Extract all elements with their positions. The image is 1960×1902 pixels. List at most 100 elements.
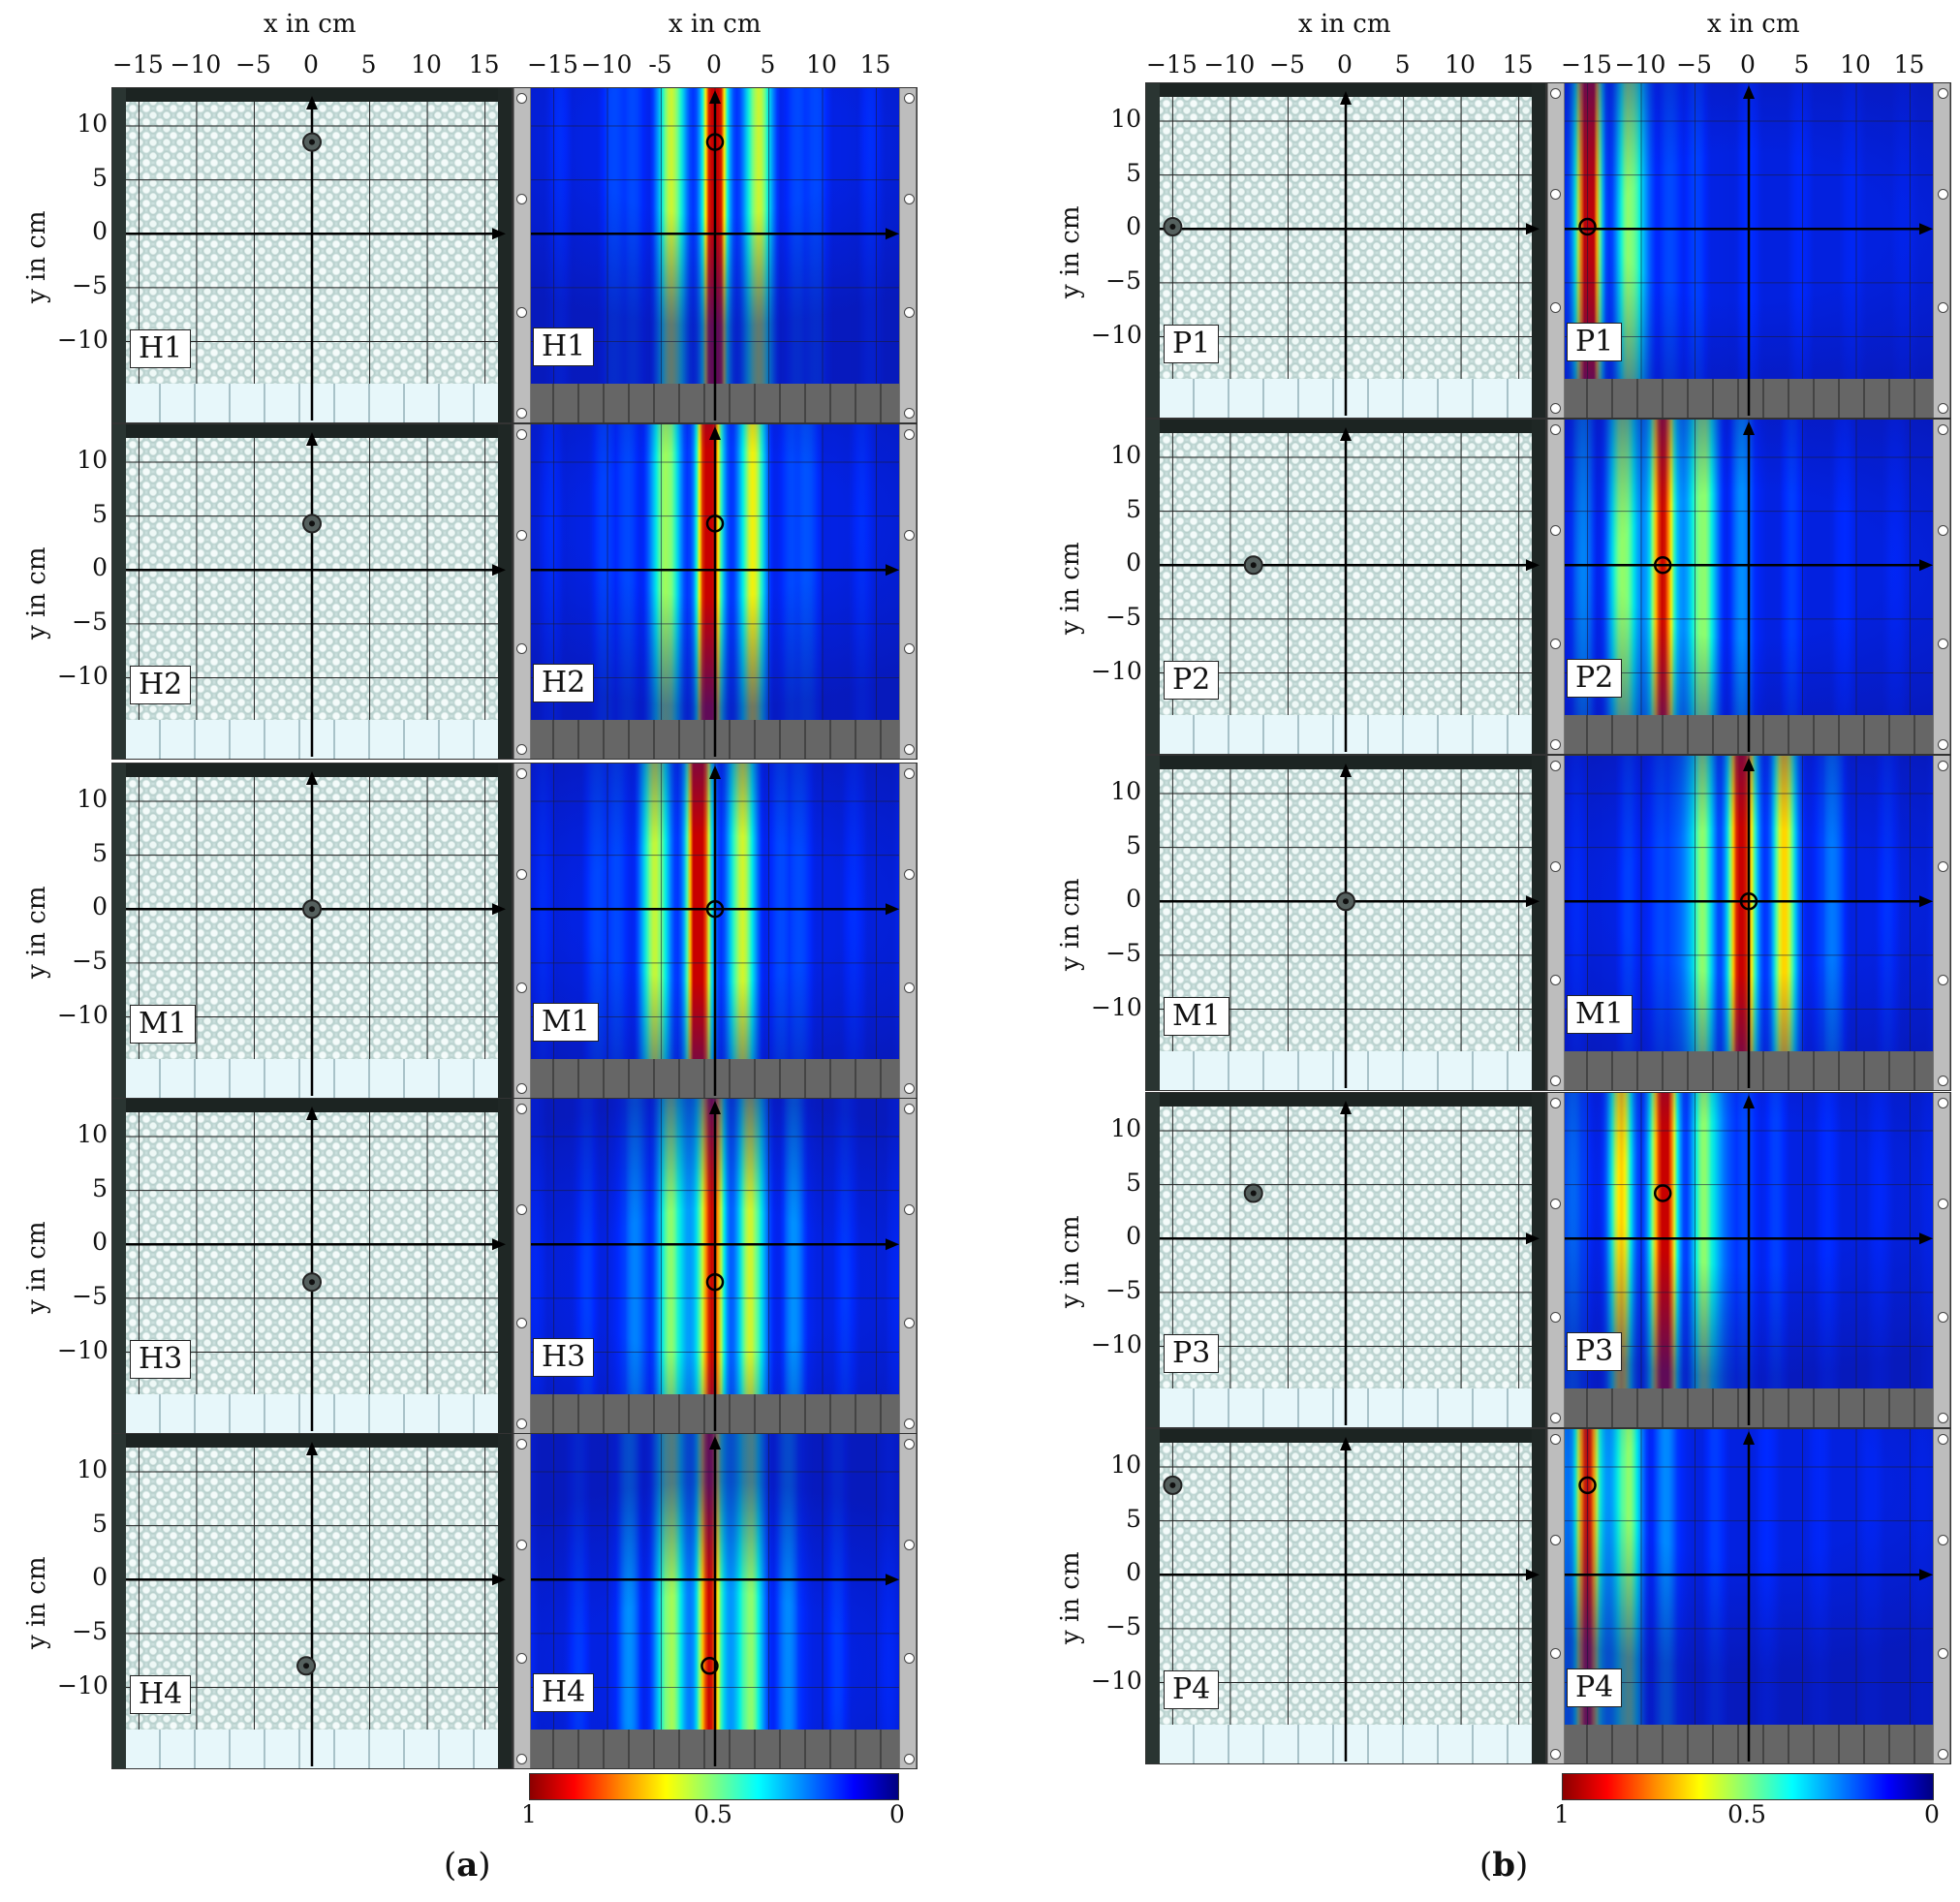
heatmap-panel-label: P1	[1567, 323, 1623, 361]
colorbar-a-label-1: 1	[521, 1800, 537, 1828]
photo-b-row0-y-tick-4: −10	[1091, 320, 1142, 349]
photo-a-x-tick-2: −5	[235, 50, 271, 78]
heatmap-grid	[529, 764, 901, 1096]
rail-dot	[1550, 88, 1561, 100]
rail-dot	[1550, 738, 1561, 750]
rail-dot	[904, 1753, 915, 1764]
heatmap-grid	[1563, 1093, 1935, 1425]
photo-panel-a-4: H4	[111, 1433, 513, 1769]
rail-dot	[1938, 1412, 1948, 1423]
rail-dot	[904, 1318, 915, 1329]
photo-a-row3-y-axis-title: y in cm	[22, 1221, 51, 1314]
heat-a-x-tick-0: −15	[527, 50, 578, 78]
photo-left-rail	[1146, 420, 1160, 754]
photo-a-row2-y-tick-1: 5	[92, 838, 108, 867]
photo-top-bar	[112, 764, 512, 777]
rail-dot	[516, 407, 527, 419]
photo-panel-b-3: P3	[1145, 1092, 1546, 1428]
photo-b-row4-y-tick-3: −5	[1105, 1611, 1141, 1640]
heat-a-x-tick-3: 0	[706, 50, 722, 78]
photo-a-row1-y-tick-1: 5	[92, 499, 108, 528]
heatmap-panel-label: M1	[1567, 995, 1633, 1034]
photo-b-x-tick-6: 15	[1502, 50, 1534, 78]
heatmap-panel-a-1: H2	[513, 423, 918, 760]
x-arrowhead	[1526, 559, 1540, 572]
photo-right-rail	[1532, 756, 1545, 1090]
y-arrowhead	[1340, 427, 1352, 441]
photo-grid	[1160, 1101, 1540, 1425]
photo-left-rail	[112, 88, 126, 422]
heatmap-right-rail	[899, 1099, 917, 1433]
rail-dot	[904, 529, 915, 541]
photo-a-row0-y-tick-0: 10	[77, 109, 108, 138]
photo-top-bar	[112, 424, 512, 438]
photo-top-bar	[112, 1434, 512, 1448]
heatmap-right-rail	[899, 88, 917, 422]
estimated-position-circle	[705, 899, 725, 919]
photo-left-rail	[1146, 1429, 1160, 1763]
heatmap-panel-label: P2	[1567, 659, 1623, 698]
photo-a-row4-y-tick-4: −10	[57, 1670, 109, 1699]
panel-label: H1	[130, 329, 192, 368]
photo-b-row4-y-tick-1: 5	[1126, 1504, 1141, 1533]
photo-grid	[126, 1442, 506, 1766]
heat-a-x-tick-6: 15	[859, 50, 891, 78]
estimated-position-circle	[705, 514, 725, 533]
rail-dot	[516, 1318, 527, 1329]
heatmap-field	[1563, 83, 1935, 418]
photo-b-x-tick-4: 5	[1394, 50, 1411, 78]
object-marker-center	[309, 1279, 315, 1286]
heatmap-right-rail	[899, 764, 917, 1098]
photo-a-row1-y-axis-title: y in cm	[22, 546, 51, 639]
photo-a-row3-y-tick-1: 5	[92, 1173, 108, 1202]
photo-b-row3-y-axis-title: y in cm	[1056, 1215, 1085, 1308]
photo-top-bar	[112, 88, 512, 102]
heatmap-panel-a-2: M1	[513, 763, 918, 1099]
rail-dot	[516, 529, 527, 541]
panel-label: M1	[1164, 997, 1229, 1036]
rail-dot	[1938, 88, 1948, 100]
heatmap-grid	[529, 88, 901, 421]
photo-left-rail	[1146, 756, 1160, 1090]
x-arrowhead	[492, 564, 506, 577]
heatmap-left-rail	[1547, 1429, 1565, 1763]
heatmap-panel-b-0: P1	[1546, 82, 1951, 419]
x-arrowhead	[886, 564, 899, 577]
y-arrowhead	[709, 426, 721, 440]
x-arrowhead	[492, 228, 506, 240]
photo-grid	[126, 1107, 506, 1431]
photo-panel-a-2: M1	[111, 763, 513, 1099]
object-marker-center	[1343, 898, 1349, 905]
panel-label: P1	[1164, 325, 1220, 363]
photo-b-row2-y-tick-2: 0	[1126, 885, 1141, 914]
photo-a-row4-y-tick-1: 5	[92, 1509, 108, 1538]
heatmap-panel-b-4: P4	[1546, 1428, 1951, 1764]
photo-b-row3-y-tick-3: −5	[1105, 1275, 1141, 1304]
photo-a-row0-y-tick-4: −10	[57, 325, 109, 354]
photo-a-row1-y-tick-4: −10	[57, 661, 109, 690]
y-arrowhead	[1743, 1095, 1755, 1108]
heatmap-panel-label: H2	[533, 664, 595, 702]
heatmap-left-rail	[513, 764, 531, 1098]
photo-a-row3-y-tick-3: −5	[72, 1281, 108, 1310]
heatmap-left-rail	[513, 1099, 531, 1433]
rail-dot	[1550, 524, 1561, 536]
heat-a-x-tick-4: 5	[760, 50, 776, 78]
rail-dot	[1550, 188, 1561, 200]
heatmap-left-rail	[1547, 420, 1565, 754]
panel-label: P4	[1164, 1670, 1220, 1709]
x-arrowhead	[1919, 1232, 1933, 1245]
panel-label: H4	[130, 1675, 192, 1714]
rail-dot	[1550, 302, 1561, 314]
heatmap-field	[529, 88, 901, 422]
rail-dot	[1938, 302, 1948, 314]
colorbar-b-label-1: 1	[1554, 1800, 1570, 1828]
rail-dot	[904, 982, 915, 994]
rail-dot	[1550, 761, 1561, 772]
heatmap-grid	[529, 424, 901, 757]
heatmap-grid	[1563, 1429, 1935, 1762]
rail-dot	[904, 868, 915, 880]
rail-dot	[1550, 860, 1561, 872]
heatmap-field	[1563, 1093, 1935, 1427]
photo-right-rail	[1532, 420, 1545, 754]
